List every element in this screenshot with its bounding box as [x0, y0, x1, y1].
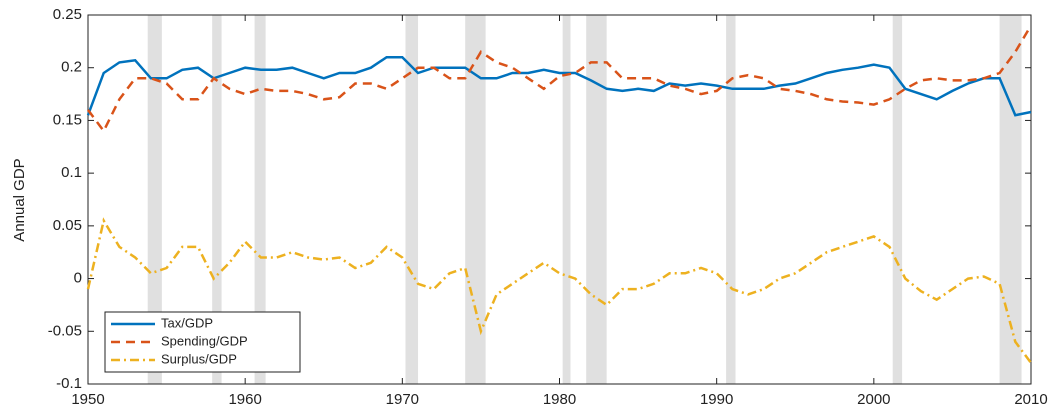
recession-band: [726, 15, 736, 384]
x-tick-label: 1990: [700, 391, 733, 408]
legend-label: Spending/GDP: [161, 333, 248, 348]
y-tick-label: 0.25: [53, 6, 82, 23]
x-tick-label: 1950: [71, 391, 104, 408]
x-tick-label: 2000: [857, 391, 890, 408]
recession-band: [212, 15, 222, 384]
x-tick-label: 1970: [386, 391, 419, 408]
y-tick-label: 0: [74, 270, 82, 287]
recession-band: [999, 15, 1022, 384]
series-line: [86, 55, 1032, 117]
legend-box: [104, 311, 301, 373]
x-tick-label: 1960: [228, 391, 261, 408]
legend-label: Tax/GDP: [161, 315, 213, 330]
series-line: [86, 217, 1033, 364]
y-tick-label: 0.1: [61, 164, 82, 181]
recession-band: [254, 15, 266, 384]
y-tick-label: 0.2: [61, 59, 82, 76]
x-tick-label: 1980: [543, 391, 576, 408]
y-axis-label: Annual GDP: [11, 158, 28, 241]
y-tick-label: -0.05: [48, 322, 82, 339]
y-tick-label: 0.05: [53, 217, 82, 234]
series-line: [86, 24, 1033, 134]
y-tick-label: 0.15: [53, 111, 82, 128]
recession-band: [405, 15, 419, 384]
recession-band: [147, 15, 162, 384]
recession-band: [892, 15, 903, 384]
y-tick-label: -0.1: [56, 375, 82, 392]
x-tick-label: 2010: [1014, 391, 1047, 408]
recession-band: [562, 15, 571, 384]
recession-band: [586, 15, 607, 384]
legend-label: Surplus/GDP: [161, 351, 237, 366]
